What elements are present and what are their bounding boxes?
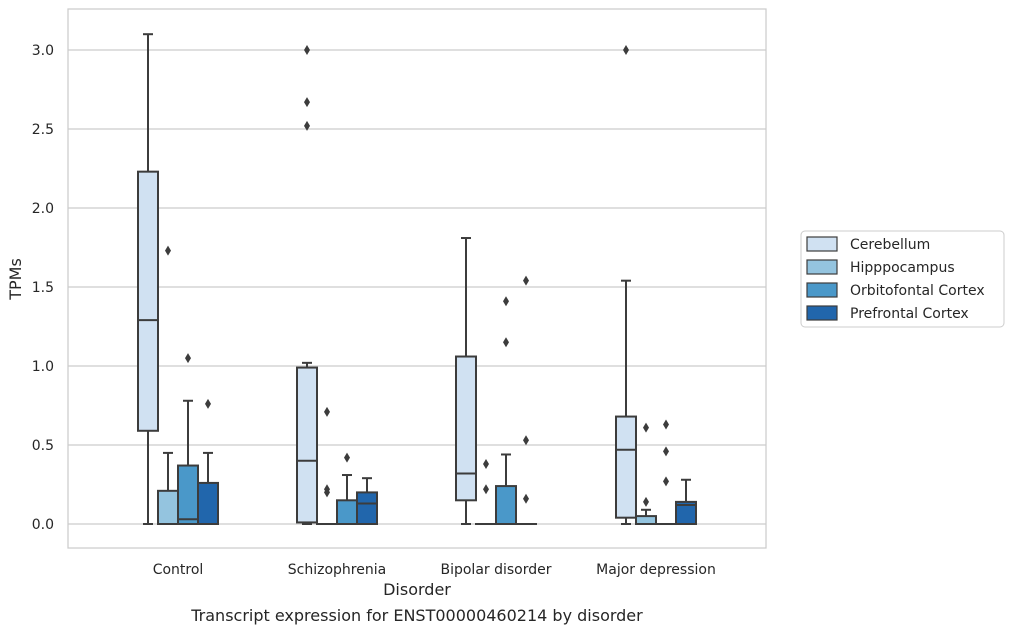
box-1-2 <box>475 458 497 526</box>
box-body <box>495 485 517 525</box>
outlier-point <box>523 493 529 504</box>
box-2-2 <box>495 296 517 525</box>
box-1-0 <box>157 245 179 526</box>
box-3-0 <box>197 398 219 526</box>
legend-swatch <box>806 236 838 252</box>
box-body <box>675 500 697 526</box>
box-3-1 <box>356 477 378 525</box>
outlier-point <box>643 496 649 507</box>
x-tick-label: Schizophrenia <box>288 562 386 578</box>
y-tick-label: 3.0 <box>32 43 54 59</box>
box-3-2 <box>515 275 537 526</box>
box-3-3 <box>675 478 697 526</box>
x-axis-ticks: Control Schizophrenia Bipolar disorder Majo… <box>153 562 716 578</box>
y-axis-ticks: 0.0 0.5 1.0 1.5 2.0 2.5 3.0 <box>32 43 54 533</box>
outlier-point <box>523 435 529 446</box>
y-axis-label: TPMs <box>6 258 25 301</box>
box-body <box>177 464 199 526</box>
box-1-1 <box>316 406 338 526</box>
figure-caption: Transcript expression for ENST0000046021… <box>191 606 643 625</box>
box-0-3 <box>615 45 637 525</box>
legend-swatch <box>806 259 838 275</box>
outlier-point <box>503 337 509 348</box>
box-0-1 <box>296 45 318 525</box>
outlier-point <box>483 458 489 469</box>
legend-swatch <box>806 282 838 298</box>
outlier-point <box>185 353 191 364</box>
box-2-0 <box>177 353 199 526</box>
legend: Cerebellum Hipppocampus Orbitofontal Corte… <box>800 230 1005 328</box>
outlier-point <box>483 484 489 495</box>
plot-area-frame <box>67 8 767 549</box>
legend-label: Orbitofontal Cortex <box>850 283 985 299</box>
box-body <box>336 499 358 525</box>
outlier-point <box>304 120 310 131</box>
outlier-point <box>523 275 529 286</box>
box-0-0 <box>137 33 159 525</box>
legend-label: Prefrontal Cortex <box>850 306 969 322</box>
x-axis-label: Disorder <box>383 580 451 599</box>
legend-label: Hipppocampus <box>850 260 955 276</box>
x-tick-label: Control <box>153 562 204 578</box>
box-1-3 <box>635 422 657 525</box>
outlier-point <box>324 484 330 495</box>
y-tick-label: 1.5 <box>32 280 54 296</box>
outlier-point <box>663 419 669 430</box>
x-tick-label: Major depression <box>596 562 716 578</box>
y-tick-label: 2.0 <box>32 201 54 217</box>
y-tick-label: 0.0 <box>32 517 54 533</box>
box-body <box>157 489 179 526</box>
outlier-point <box>324 406 330 417</box>
box-2-3 <box>655 419 677 526</box>
outlier-point <box>623 45 629 55</box>
outlier-point <box>304 45 310 55</box>
box-body <box>615 415 637 519</box>
outlier-point <box>643 422 649 433</box>
y-tick-label: 0.5 <box>32 438 54 454</box>
legend-label: Cerebellum <box>850 237 930 253</box>
outlier-point <box>503 296 509 307</box>
gridlines <box>68 49 766 525</box>
legend-swatch <box>806 305 838 321</box>
box-body <box>296 366 318 524</box>
outlier-point <box>663 446 669 457</box>
box-body <box>635 515 657 525</box>
y-tick-label: 2.5 <box>32 122 54 138</box>
box-2-1 <box>336 452 358 525</box>
outlier-point <box>205 398 211 409</box>
outlier-point <box>304 97 310 108</box>
box-0-2 <box>455 237 477 525</box>
x-tick-label: Bipolar disorder <box>440 562 551 578</box>
box-plot-series <box>137 33 697 526</box>
outlier-point <box>344 452 350 463</box>
box-body <box>356 491 378 525</box>
legend-frame <box>800 230 1005 328</box>
box-body <box>137 170 159 432</box>
outlier-point <box>663 476 669 487</box>
box-body <box>455 355 477 502</box>
outlier-point <box>165 245 171 256</box>
y-tick-label: 1.0 <box>32 359 54 375</box>
box-body <box>197 481 219 526</box>
